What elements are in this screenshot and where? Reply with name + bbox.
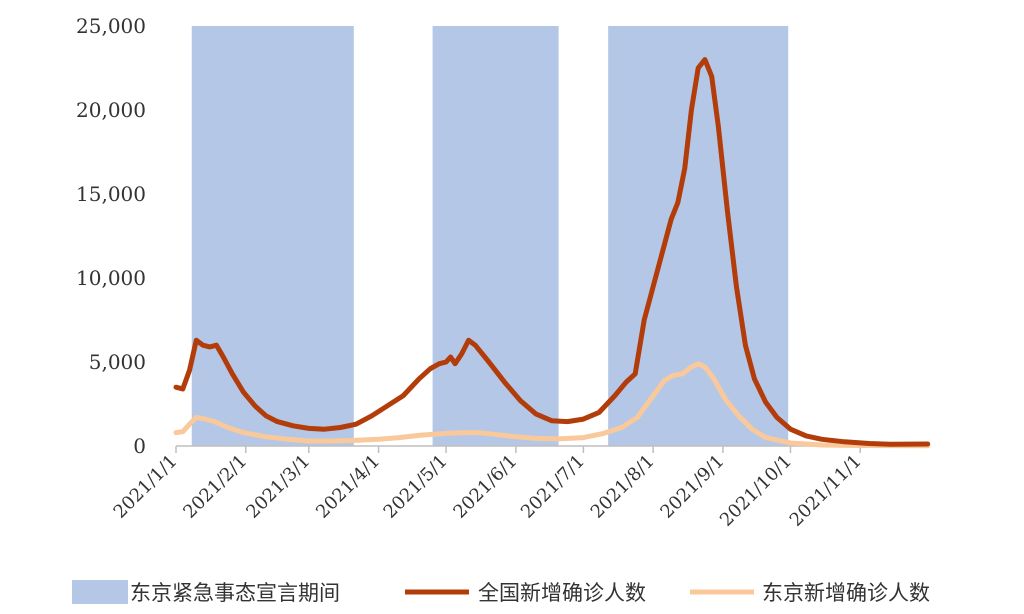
y-axis-ticks: 0 5,000 10,000 15,000 20,000 25,000: [76, 14, 146, 458]
x-tick-label: 2021/11/1: [786, 451, 866, 531]
legend-swatch-area: [72, 580, 128, 604]
y-tick-label: 20,000: [76, 98, 146, 122]
legend: 东京紧急事态宣言期间 全国新增确诊人数 东京新增确诊人数: [72, 580, 930, 605]
shaded-period-3: [608, 26, 789, 446]
y-tick-label: 10,000: [76, 266, 146, 290]
y-tick-label: 0: [133, 434, 146, 458]
x-tick-label: 2021/4/1: [312, 451, 384, 523]
legend-label: 东京紧急事态宣言期间: [130, 581, 340, 605]
series-line-tokyo: [173, 361, 931, 449]
x-tick-label: 2021/5/1: [380, 451, 452, 523]
x-tick-label: 2021/6/1: [449, 451, 521, 523]
shaded-periods: [191, 26, 789, 446]
y-tick-label: 5,000: [89, 350, 146, 374]
y-tick-label: 15,000: [76, 182, 146, 206]
shaded-period-1: [191, 26, 354, 446]
series-lines: [173, 57, 931, 449]
x-tick-label: 2021/9/1: [656, 451, 728, 523]
x-tick-label: 2021/10/1: [716, 451, 796, 531]
x-tick-label: 2021/3/1: [242, 451, 314, 523]
y-tick-label: 25,000: [76, 14, 146, 38]
x-tick-label: 2021/7/1: [517, 451, 589, 523]
legend-label: 全国新增确诊人数: [478, 581, 646, 605]
x-tick-label: 2021/1/1: [110, 451, 182, 523]
x-tick-label: 2021/8/1: [587, 451, 659, 523]
x-tick-label: 2021/2/1: [179, 451, 251, 523]
legend-label: 东京新增确诊人数: [762, 581, 930, 605]
x-axis-ticks: 2021/1/12021/2/12021/3/12021/4/12021/5/1…: [110, 446, 866, 531]
series-line-national: [173, 57, 931, 447]
shaded-period-2: [432, 26, 559, 446]
